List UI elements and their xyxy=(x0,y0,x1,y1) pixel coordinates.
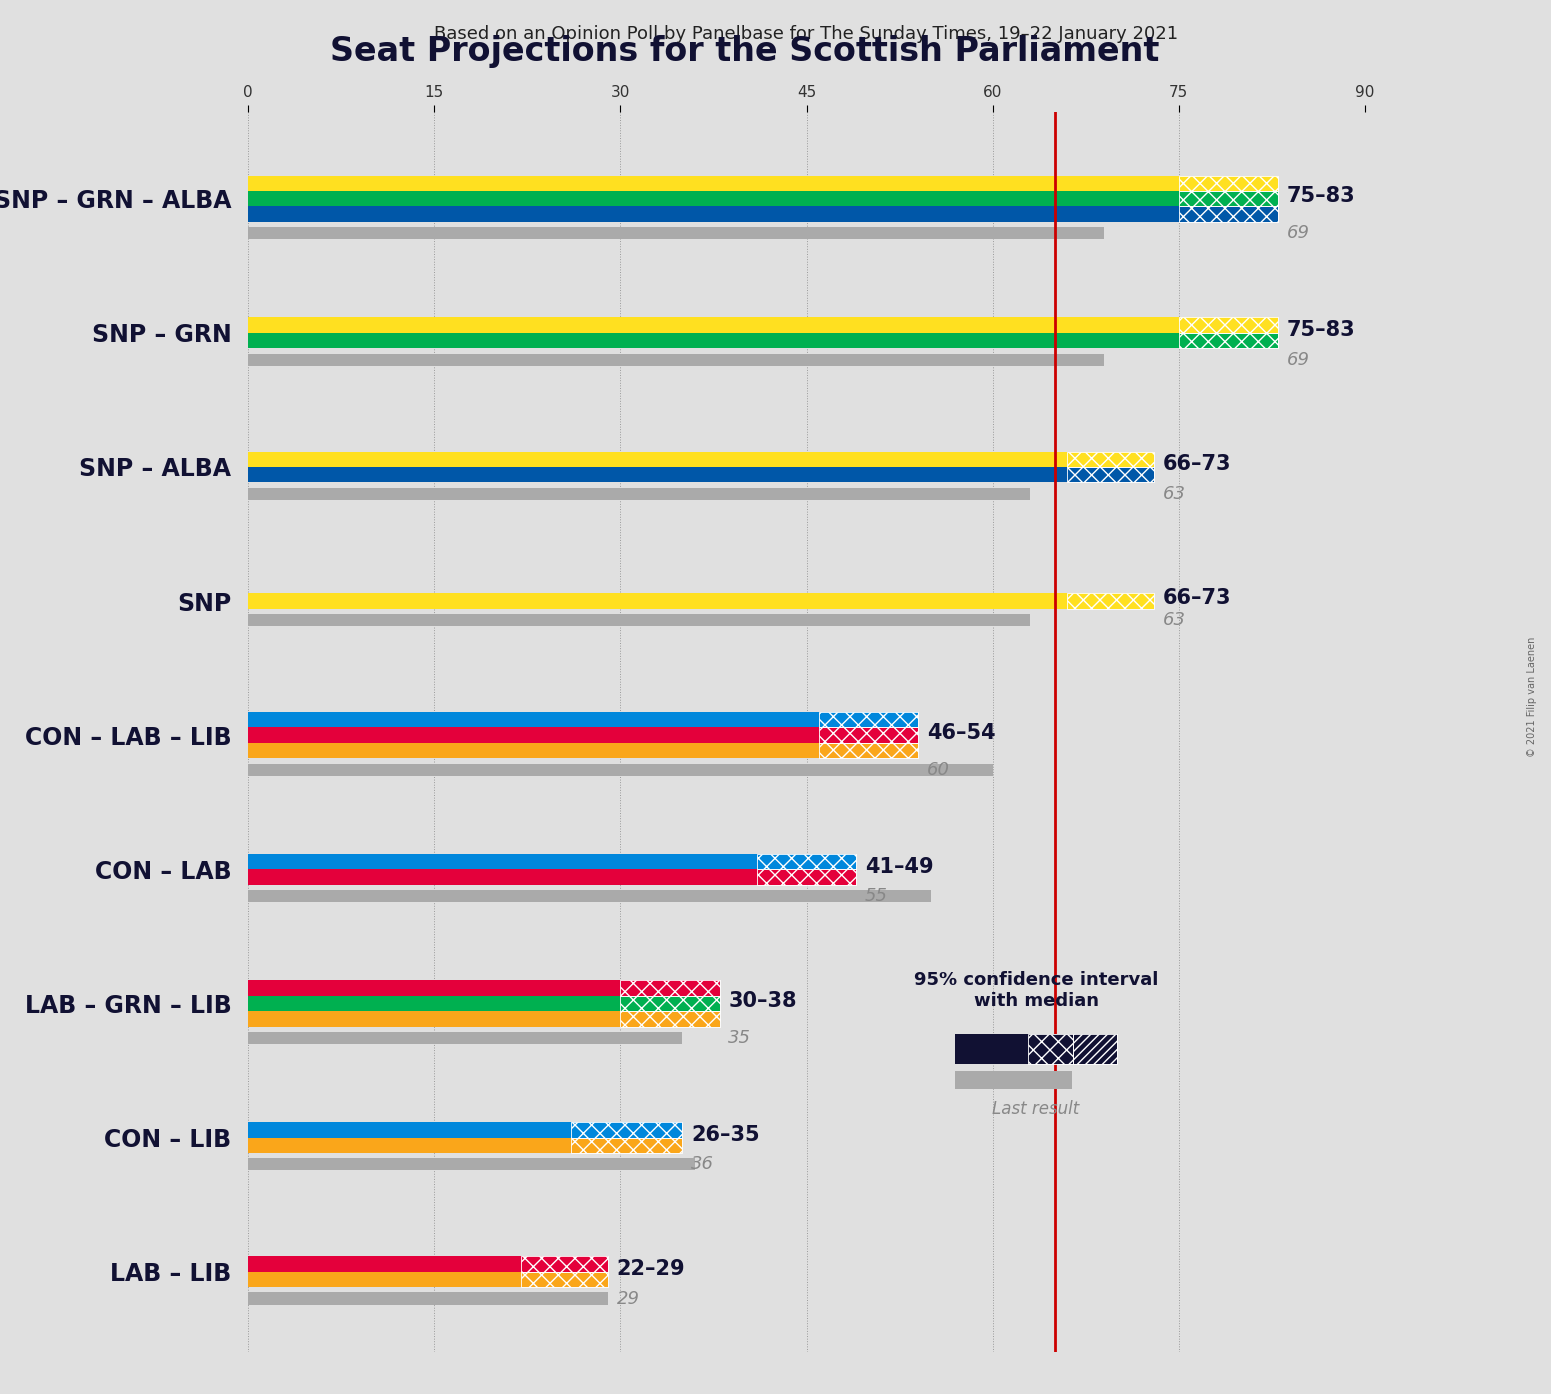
Text: © 2021 Filip van Laenen: © 2021 Filip van Laenen xyxy=(1528,637,1537,757)
Bar xyxy=(1073,1034,1117,1064)
Bar xyxy=(248,354,1104,365)
Bar xyxy=(819,728,918,743)
Text: Based on an Opinion Poll by Panelbase for The Sunday Times, 19–22 January 2021: Based on an Opinion Poll by Panelbase fo… xyxy=(434,25,1179,43)
Bar xyxy=(248,980,620,995)
Bar xyxy=(620,995,720,1011)
Bar xyxy=(757,855,856,870)
Bar xyxy=(248,1292,608,1305)
Text: 66–73: 66–73 xyxy=(1163,588,1231,608)
Bar xyxy=(248,594,1067,609)
Bar xyxy=(620,1011,720,1026)
Text: 41–49: 41–49 xyxy=(865,857,934,877)
Bar xyxy=(1067,452,1154,467)
Bar xyxy=(620,1011,720,1026)
Bar xyxy=(1067,467,1154,482)
Bar xyxy=(757,870,856,885)
Bar xyxy=(248,467,1067,482)
Bar xyxy=(248,176,1179,191)
Bar xyxy=(620,995,720,1011)
Bar xyxy=(757,855,856,870)
Bar xyxy=(955,1034,1028,1064)
Text: 46–54: 46–54 xyxy=(927,722,996,743)
Bar xyxy=(571,1122,682,1138)
Bar xyxy=(819,743,918,758)
Text: Seat Projections for the Scottish Parliament: Seat Projections for the Scottish Parlia… xyxy=(330,35,1159,68)
Bar xyxy=(1179,318,1278,333)
Bar xyxy=(248,995,620,1011)
Bar xyxy=(521,1256,608,1271)
Bar xyxy=(571,1122,682,1138)
Bar xyxy=(1179,176,1278,191)
Bar xyxy=(757,870,856,885)
Bar xyxy=(1067,594,1154,609)
Bar xyxy=(1067,467,1154,482)
Bar xyxy=(819,743,918,758)
Bar xyxy=(1028,1034,1073,1064)
Bar xyxy=(248,870,757,885)
Bar xyxy=(1179,333,1278,348)
Bar xyxy=(1067,594,1154,609)
Bar xyxy=(248,743,819,758)
Bar xyxy=(248,488,1030,500)
Bar xyxy=(248,1138,571,1153)
Bar xyxy=(1073,1034,1117,1064)
Bar xyxy=(1179,206,1278,222)
Bar xyxy=(620,980,720,995)
Bar xyxy=(248,1032,682,1044)
Text: 95% confidence interval
with median: 95% confidence interval with median xyxy=(914,972,1159,1011)
Text: Last result: Last result xyxy=(993,1100,1079,1118)
Bar xyxy=(248,764,993,776)
Text: 55: 55 xyxy=(865,887,887,905)
Bar xyxy=(1179,176,1278,191)
Bar xyxy=(819,712,918,728)
Bar xyxy=(248,891,931,902)
Bar xyxy=(521,1271,608,1287)
Bar xyxy=(248,333,1179,348)
Bar xyxy=(248,1256,521,1271)
Text: 30–38: 30–38 xyxy=(729,991,797,1011)
Bar xyxy=(819,712,918,728)
Bar xyxy=(1179,318,1278,333)
Bar xyxy=(571,1138,682,1153)
Bar xyxy=(248,728,819,743)
Bar xyxy=(248,206,1179,222)
Bar xyxy=(248,318,1179,333)
Bar xyxy=(1028,1034,1073,1064)
Bar xyxy=(1179,206,1278,222)
Text: 22–29: 22–29 xyxy=(617,1259,686,1280)
Bar xyxy=(819,728,918,743)
Bar xyxy=(248,1122,571,1138)
Bar xyxy=(521,1256,608,1271)
Bar xyxy=(571,1138,682,1153)
Bar xyxy=(248,712,819,728)
Bar xyxy=(1179,191,1278,206)
Bar xyxy=(248,452,1067,467)
Bar xyxy=(248,855,757,870)
Text: 26–35: 26–35 xyxy=(692,1125,760,1144)
Text: 35: 35 xyxy=(729,1029,751,1047)
Bar xyxy=(1179,191,1278,206)
Text: 63: 63 xyxy=(1163,611,1185,629)
Text: 29: 29 xyxy=(617,1289,639,1308)
Text: 75–83: 75–83 xyxy=(1287,321,1356,340)
Bar xyxy=(248,1158,695,1171)
Bar xyxy=(955,1071,1072,1089)
Text: 69: 69 xyxy=(1287,351,1309,368)
Bar xyxy=(248,1011,620,1026)
Text: 66–73: 66–73 xyxy=(1163,454,1231,474)
Bar xyxy=(248,227,1104,240)
Text: 63: 63 xyxy=(1163,485,1185,503)
Text: 75–83: 75–83 xyxy=(1287,185,1356,206)
Bar xyxy=(1067,452,1154,467)
Bar xyxy=(248,191,1179,206)
Bar xyxy=(248,1271,521,1287)
Bar xyxy=(521,1271,608,1287)
Bar xyxy=(620,980,720,995)
Bar xyxy=(1179,333,1278,348)
Bar xyxy=(248,615,1030,626)
Text: 69: 69 xyxy=(1287,224,1309,243)
Text: 36: 36 xyxy=(692,1156,713,1174)
Text: 60: 60 xyxy=(927,761,949,779)
